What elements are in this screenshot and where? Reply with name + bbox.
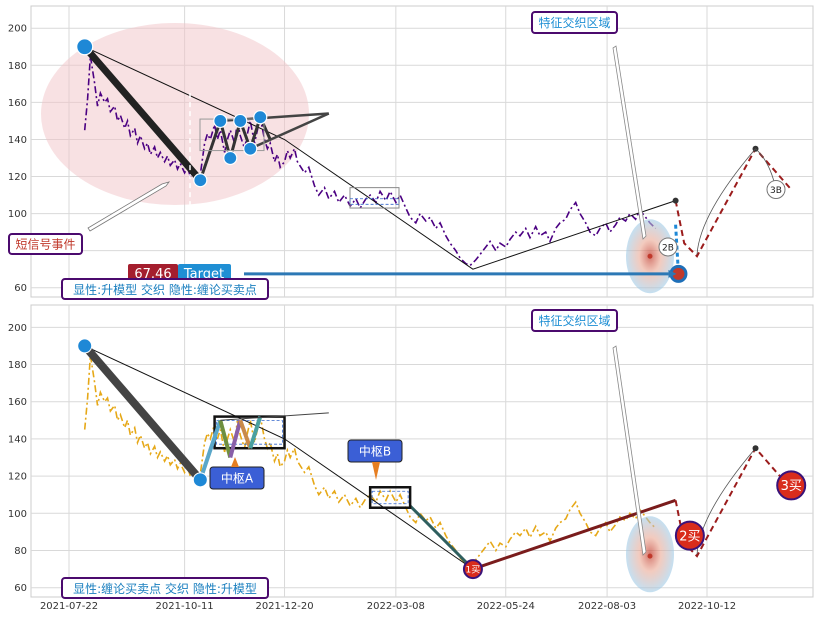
xtick-label-4: 2022-05-24 <box>477 601 535 612</box>
top-turn-point-6 <box>253 110 268 125</box>
top-forecast-node-0 <box>672 197 679 204</box>
buy-point-label-0: 1买 <box>466 564 481 575</box>
bottom-ytick-label-120: 120 <box>8 472 27 483</box>
bottom-legend-text: 显性:缠论买卖点 交织 隐性:升模型 <box>73 581 257 596</box>
top-zone-pointer <box>612 45 647 240</box>
top-forecast-dashed-line <box>674 146 792 258</box>
pivot-box-1 <box>368 486 412 509</box>
pivot-a-zigzag-5 <box>248 415 263 449</box>
bottom-forecast-dashed-line <box>674 446 792 558</box>
bottom-down-stroke <box>409 504 474 571</box>
top-pivot-box-b-inner <box>349 198 400 205</box>
triangle-lower-line <box>249 112 330 150</box>
buy-point-label-1: 2买 <box>679 529 700 544</box>
bottom-ytick-label-80: 80 <box>14 546 27 557</box>
pivot-label-text-0: 中枢A <box>221 471 254 486</box>
pivot-a-zigzag-3 <box>228 419 243 459</box>
bottom-ytick-label-140: 140 <box>8 434 27 445</box>
pivot-a-zigzag-1 <box>198 419 223 481</box>
bottom-ytick-label-180: 180 <box>8 360 27 371</box>
top-turn-point-5 <box>243 141 258 156</box>
pivot-label-text-1: 中枢B <box>359 444 391 459</box>
top-turn-point-4 <box>233 113 248 129</box>
top-ytick-label-160: 160 <box>8 98 27 109</box>
top-turn-point-1 <box>193 173 208 188</box>
bottom-panel: 60 80 100 120 140 160 180 200 中枢A 中枢B 1买 2买 3买 特征交织区域… <box>8 304 814 599</box>
pivot-b-pointer <box>372 462 380 480</box>
bottom-legend-box <box>61 577 269 599</box>
top-ytick-label-140: 140 <box>8 135 27 146</box>
buy-point-0 <box>462 559 483 580</box>
top-ytick-label-120: 120 <box>8 172 27 183</box>
top-target-center <box>647 253 653 259</box>
top-legend-box <box>61 278 269 300</box>
bottom-ytick-label-200: 200 <box>8 323 27 334</box>
top-thick-stroke <box>81 43 204 184</box>
top-legend-text: 显性:升模型 交织 隐性:缠论买卖点 <box>73 282 257 297</box>
bottom-thick-stroke <box>80 341 205 484</box>
bottom-price-line <box>83 355 657 567</box>
top-price-line <box>83 55 657 267</box>
bottom-zone-label-text: 特征交织区域 <box>538 313 610 328</box>
top-ytick-label-200: 200 <box>8 24 27 35</box>
bottom-turn-point-low <box>192 472 208 488</box>
top-pivot-box <box>199 118 265 152</box>
top-ytick-label-100: 100 <box>8 209 27 220</box>
bottom-turn-point-top <box>77 338 93 354</box>
xtick-label-0: 2021-07-22 <box>40 601 98 612</box>
pivot-a-zigzag-4 <box>238 419 253 449</box>
event-label-text: 短信号事件 <box>15 238 75 252</box>
marker-2b-text: 2B <box>662 243 674 253</box>
bottom-zone-pointer <box>612 345 647 556</box>
top-turn-point-2 <box>213 113 228 129</box>
pivot-a-zigzag-2 <box>218 419 233 459</box>
xtick-label-5: 2022-08-03 <box>578 601 636 612</box>
bottom-target-center <box>647 553 653 559</box>
top-trend-line <box>84 46 676 270</box>
top-turn-point-0 <box>76 38 94 56</box>
xtick-label-6: 2022-10-12 <box>678 601 736 612</box>
top-pivot-box-b <box>349 187 400 209</box>
top-forecast-curve <box>696 148 756 255</box>
xtick-label-2: 2021-12-20 <box>255 601 313 612</box>
top-zone-label-box <box>531 11 618 34</box>
marker-3b-circle <box>766 179 786 199</box>
pivot-inner-box-1 <box>371 490 409 505</box>
buy-point-label-2: 3买 <box>781 479 802 494</box>
xtick-label-3: 2022-03-08 <box>367 601 425 612</box>
bottom-ytick-label-100: 100 <box>8 509 27 520</box>
marker-2b-circle <box>658 237 678 257</box>
event-label-box <box>8 233 83 255</box>
bottom-ytick-label-60: 60 <box>14 583 27 594</box>
marker-3b-text: 3B <box>770 186 782 196</box>
bottom-triangle-upper <box>220 412 329 421</box>
top-zone-label-text: 特征交织区域 <box>538 15 610 30</box>
top-ytick-label-60: 60 <box>14 283 27 294</box>
pivot-a-pointer <box>231 457 239 467</box>
bottom-up-stroke <box>472 498 677 571</box>
buy-point-1 <box>674 520 705 551</box>
bottom-ytick-label-160: 160 <box>8 397 27 408</box>
top-turn-point-3 <box>223 150 238 166</box>
bottom-forecast-node <box>752 445 759 452</box>
buy-point-2 <box>776 470 807 501</box>
xtick-label-1: 2021-10-11 <box>156 601 214 612</box>
plot-root: 608010012014016018020067.46Target2B3B短信号… <box>8 5 814 612</box>
event-pointer-arrow <box>87 181 171 232</box>
bottom-zone-label-box <box>531 309 618 332</box>
top-ytick-label-180: 180 <box>8 61 27 72</box>
top-panel: 608010012014016018020067.46Target2B3B短信号… <box>8 5 814 300</box>
bottom-plot-frame <box>30 304 814 598</box>
target-arrow-head <box>668 269 677 278</box>
